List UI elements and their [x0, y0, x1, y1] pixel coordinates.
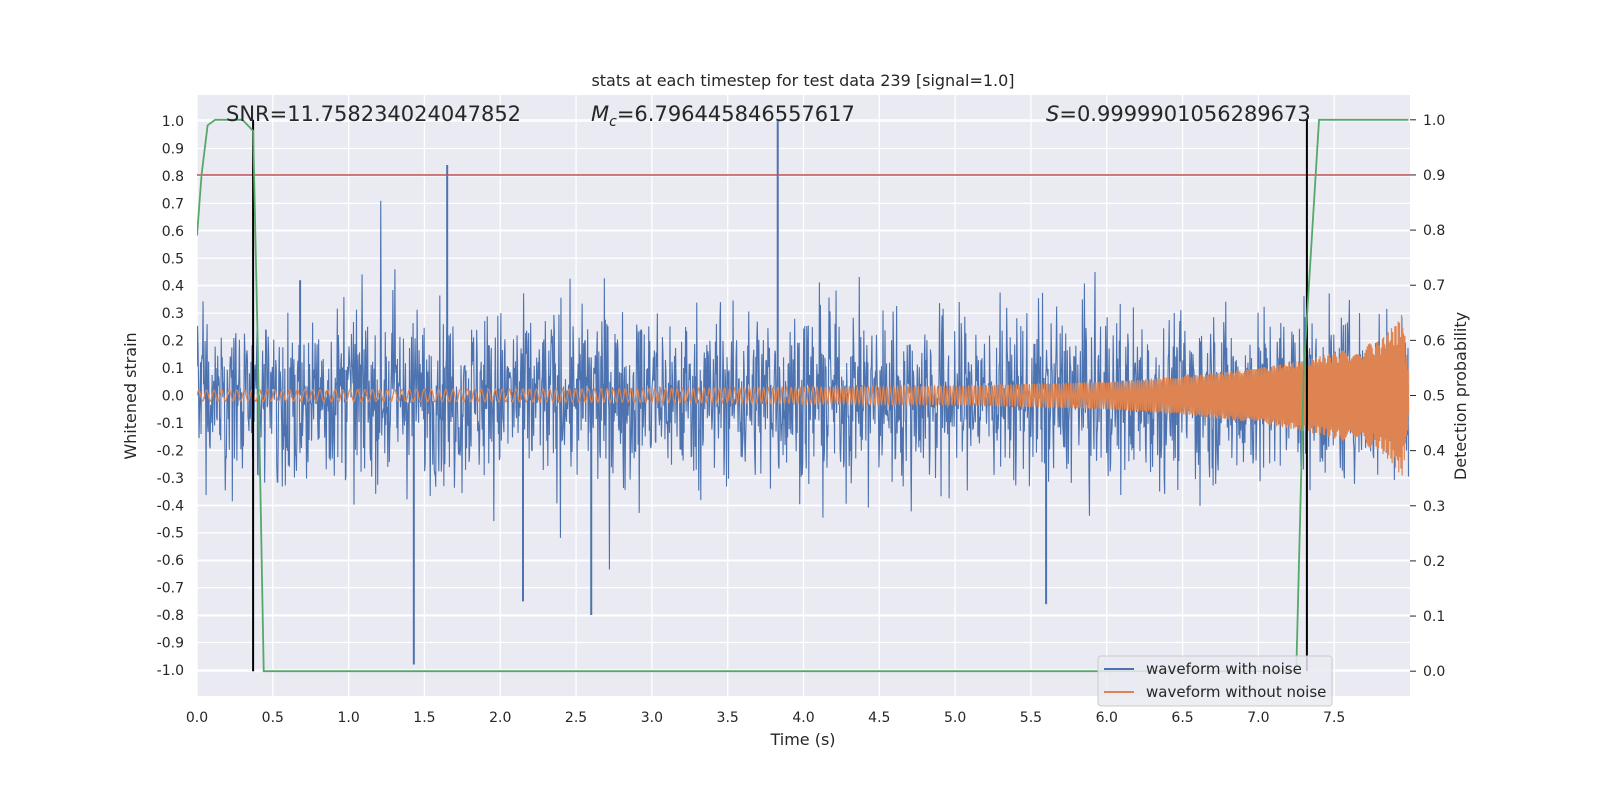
y-tick-label: -0.2	[157, 443, 184, 459]
x-axis: 0.0 0.5 1.0 1.5 2.0 2.5 3.0 3.5 4.0 4.5 5.0 5.5 6.0 6…	[186, 710, 1345, 726]
chirp-mass-value: =6.796445846557617	[617, 102, 855, 126]
y-right-tick-label: 0.4	[1423, 444, 1445, 460]
y-tick-label: 0.6	[162, 224, 184, 240]
y-tick-label: -0.1	[157, 416, 184, 432]
y-tick-label: -0.7	[157, 581, 184, 597]
x-tick-label: 4.5	[868, 710, 890, 726]
y-tick-label: -1.0	[157, 663, 184, 679]
y-tick-label: -0.3	[157, 471, 184, 487]
x-tick-label: 6.0	[1096, 710, 1118, 726]
x-tick-label: 7.0	[1247, 710, 1269, 726]
y-tick-label: 1.0	[162, 114, 184, 130]
x-tick-label: 1.5	[413, 710, 435, 726]
x-tick-label: 3.0	[641, 710, 663, 726]
x-tick-label: 4.0	[792, 710, 814, 726]
y-tick-label: 0.8	[162, 169, 184, 185]
chirp-mass-subscript: c	[609, 114, 617, 130]
x-tick-label: 3.5	[717, 710, 739, 726]
y-right-tick-label: 1.0	[1423, 113, 1445, 129]
y-tick-label: 0.7	[162, 196, 184, 212]
y-tick-label: -0.5	[157, 526, 184, 542]
y-axis-label: Whitened strain	[121, 332, 140, 459]
y-tick-label: 0.2	[162, 334, 184, 350]
series-waveform-with-noise	[197, 200, 1410, 570]
detection-score-value: =0.9999901056289673	[1059, 102, 1310, 126]
y-tick-label: 0.9	[162, 142, 184, 158]
y-tick-label: -0.8	[157, 608, 184, 624]
y-tick-label: 0.4	[162, 279, 184, 295]
chirp-mass-symbol: M	[591, 102, 609, 126]
x-tick-label: 0.5	[262, 710, 284, 726]
detection-score-annotation: S=0.9999901056289673	[1046, 102, 1311, 126]
x-axis-label: Time (s)	[769, 730, 835, 749]
legend-label-clean: waveform without noise	[1146, 683, 1326, 701]
x-tick-label: 1.0	[337, 710, 359, 726]
chirp-mass-annotation: Mc=6.796445846557617	[591, 102, 855, 130]
snr-annotation: SNR=11.758234024047852	[226, 102, 521, 126]
y-right-tick-label: 0.5	[1423, 389, 1445, 405]
y-axis-left: 1.0 0.9 0.8 0.7 0.6 0.5 0.4 0.3 0.2 0.1 0.0 -0.1 -0.…	[157, 114, 184, 679]
y-axis-right-label: Detection probability	[1451, 312, 1470, 480]
x-tick-label: 5.5	[1020, 710, 1042, 726]
x-tick-label: 2.5	[565, 710, 587, 726]
y-right-tick-label: 0.6	[1423, 333, 1445, 349]
y-right-tick-label: 0.9	[1423, 168, 1445, 184]
x-tick-label: 2.0	[489, 710, 511, 726]
plot-area	[197, 118, 1410, 673]
legend-box	[1097, 655, 1333, 707]
x-tick-label: 7.5	[1323, 710, 1345, 726]
y-tick-label: -0.9	[157, 635, 184, 651]
y-tick-label: 0.5	[162, 251, 184, 267]
y-tick-label: 0.3	[162, 306, 184, 322]
y-tick-label: 0.1	[162, 361, 184, 377]
y-right-tick-label: 0.0	[1423, 664, 1445, 680]
y-axis-right: 1.0 0.9 0.8 0.7 0.6 0.5 0.4 0.3 0.2 0.1 0.0	[1410, 113, 1445, 680]
x-tick-label: 0.0	[186, 710, 208, 726]
legend-label-noise: waveform with noise	[1146, 660, 1302, 678]
y-tick-label: -0.4	[157, 498, 184, 514]
chart-title: stats at each timestep for test data 239…	[591, 71, 1014, 90]
legend: waveform with noise waveform without noi…	[1097, 655, 1333, 707]
x-tick-label: 5.0	[944, 710, 966, 726]
y-right-tick-label: 0.3	[1423, 499, 1445, 515]
detection-score-symbol: S	[1046, 102, 1059, 126]
y-right-tick-label: 0.1	[1423, 609, 1445, 625]
y-right-tick-label: 0.8	[1423, 223, 1445, 239]
annotations: SNR=11.758234024047852 Mc=6.796445846557…	[226, 102, 1311, 130]
series-waveform-without-noise	[197, 314, 1410, 476]
y-tick-label: 0.0	[162, 389, 184, 405]
y-right-tick-label: 0.7	[1423, 278, 1445, 294]
y-right-tick-label: 0.2	[1423, 554, 1445, 570]
series-detection-probability	[197, 118, 1409, 673]
x-tick-label: 6.5	[1171, 710, 1193, 726]
y-tick-label: -0.6	[157, 553, 184, 569]
